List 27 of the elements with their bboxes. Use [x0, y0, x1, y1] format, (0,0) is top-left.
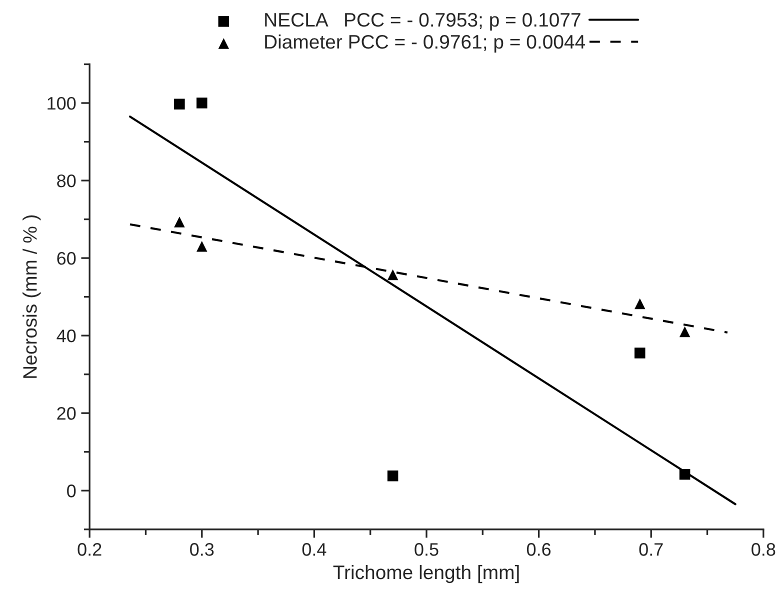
y-tick-label: 80 [57, 174, 76, 188]
x-tick-label: 0.4 [302, 543, 326, 556]
x-tick-label: 0.8 [752, 543, 776, 556]
point [196, 98, 208, 108]
y-tick-label: 60 [57, 252, 76, 265]
y-tick-label: 100 [48, 96, 76, 110]
y-axis-title: Necrosis (mm / % ) [22, 215, 41, 378]
legend-label: Diameter PCC = - 0.9761; p = 0.0044 [265, 34, 586, 53]
y-tick-label: 0 [67, 484, 76, 498]
point [174, 98, 185, 110]
x-tick-label: 0.5 [414, 543, 438, 556]
x-tick-label: 0.3 [190, 543, 214, 556]
point [634, 298, 646, 310]
legend-label: NECLA PCC = - 0.7953; p = 0.1077 [265, 12, 580, 31]
point [679, 326, 690, 338]
x-tick-label: 0.7 [639, 543, 663, 556]
point [679, 468, 690, 480]
point [387, 470, 398, 482]
y-tick-label: 40 [56, 330, 76, 342]
point [387, 269, 398, 280]
x-tick-label: 0.2 [78, 543, 102, 556]
point [634, 348, 646, 358]
x-axis-title: Trichome length [mm] [333, 564, 519, 584]
x-tick-label: 0.6 [526, 543, 551, 556]
point [174, 216, 185, 228]
y-tick-label: 20 [57, 407, 76, 420]
point [196, 241, 208, 252]
